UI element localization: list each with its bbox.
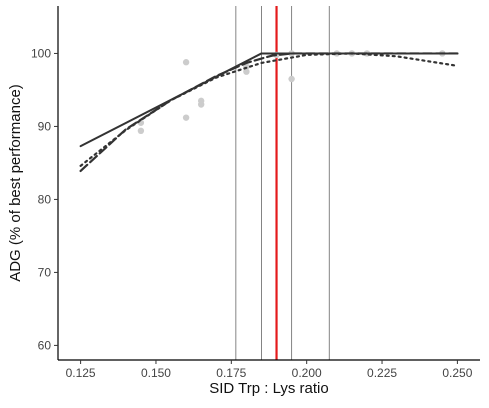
reference-lines xyxy=(235,6,330,360)
data-points xyxy=(137,50,446,135)
tick-labels: 0.125 0.150 0.175 0.200 0.225 0.250 60 70 80 90 10… xyxy=(31,46,473,380)
axes xyxy=(57,6,480,361)
x-tick-label-1: 0.150 xyxy=(141,366,171,380)
series-dashed xyxy=(79,52,459,173)
y-tick-label-3: 90 xyxy=(38,119,52,133)
y-tick-label-0: 60 xyxy=(38,338,52,352)
x-tick-label-3: 0.200 xyxy=(292,366,322,380)
data-point-0 xyxy=(137,127,145,135)
x-tick-label-5: 0.250 xyxy=(442,366,472,380)
fitted-lines xyxy=(79,52,459,173)
y-axis-title: ADG (% of best performance) xyxy=(7,84,24,282)
series-dotted xyxy=(79,52,459,167)
x-axis-title: SID Trp : Lys ratio xyxy=(209,380,328,397)
data-point-6 xyxy=(243,68,250,75)
y-tick-label-4: 100 xyxy=(31,46,51,60)
y-tick-label-1: 70 xyxy=(38,265,52,279)
data-point-9 xyxy=(288,75,295,83)
y-tick-label-2: 80 xyxy=(38,192,52,206)
x-tick-label-2: 0.175 xyxy=(216,366,246,380)
data-point-5 xyxy=(197,97,205,105)
x-tick-label-0: 0.125 xyxy=(66,366,96,380)
data-point-2 xyxy=(182,114,190,121)
x-tick-label-4: 0.225 xyxy=(367,366,397,380)
data-point-3 xyxy=(182,59,190,66)
series-solid xyxy=(79,52,459,148)
